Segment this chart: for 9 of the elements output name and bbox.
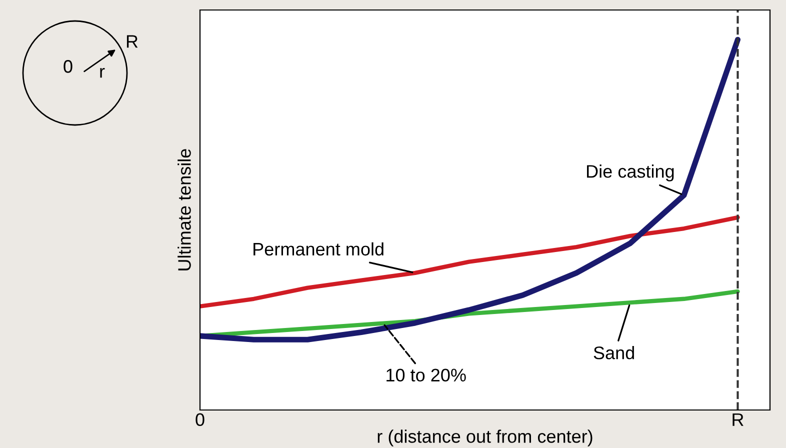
text: R bbox=[126, 35, 138, 48]
text: Sand bbox=[594, 346, 634, 360]
text: r bbox=[100, 68, 105, 78]
annotation: 10 to 20% bbox=[386, 368, 466, 382]
text: 0 bbox=[64, 60, 72, 73]
x-axis-title: r (distance out from center) bbox=[378, 430, 592, 446]
series-label: Permanent mold bbox=[254, 242, 384, 256]
y-axis-title: Ultimate tensile bbox=[178, 149, 191, 270]
series-label: Die casting bbox=[587, 164, 674, 182]
